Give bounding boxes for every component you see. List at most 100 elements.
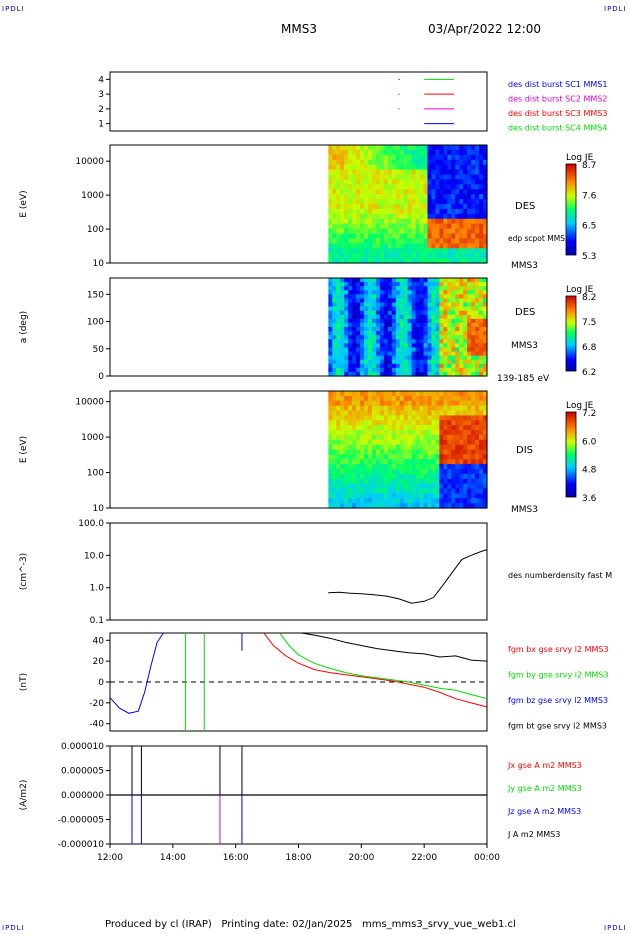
des-pitch-cell [427,355,433,361]
des-energy-cell [375,204,381,210]
des-pitch-cell [439,343,444,349]
des-energy-cell [455,258,460,264]
des-energy-cell [368,228,373,235]
dis-energy-cell [383,483,389,490]
des-pitch-cell [427,286,433,291]
des-pitch-cell [368,294,373,300]
des-energy-cell [391,159,397,166]
dis-energy-cell [447,459,452,465]
des-pitch-cell [431,294,437,300]
des-pitch-cell [443,298,448,304]
dis-energy-cell [332,439,337,446]
des-pitch-cell [403,359,409,365]
des-pitch-cell [463,327,468,332]
des-pitch-cell [439,314,444,320]
des-energy-cell [447,149,452,156]
des-pitch-cell [475,371,480,377]
dis-energy-cell [348,449,353,455]
des-energy-cell [383,258,389,264]
des-energy-cell [360,228,365,235]
dis-energy-cell [403,488,409,494]
des-energy-cell [435,238,441,244]
des-pitch-cell [479,367,484,373]
dis-energy-cell [344,400,349,407]
des-energy-cell [431,204,437,210]
dis-energy-cell [479,488,484,494]
des-pitch-cell [352,355,357,361]
des-energy-cell [423,169,429,176]
dis-energy-cell [379,469,385,475]
des-energy-cell [344,179,349,185]
des-pitch-cell [427,351,433,357]
des-pitch-cell [332,347,337,353]
dis-energy-cell [451,488,456,494]
dis-energy-cell [447,454,452,460]
dis-energy-cell [395,469,401,475]
des-energy-cell [344,233,349,240]
dis-energy-cell [356,400,361,407]
des-pitch-cell [463,367,468,373]
dis-energy-cell [352,469,357,475]
des-energy-cell [344,248,349,254]
des-pitch-cell [483,359,488,365]
dis-energy-cell [479,493,484,499]
des-energy-cell [439,149,444,156]
des-pitch-cell [483,290,488,295]
des-pitch-cell [411,339,417,344]
dis-energy-cell [459,430,464,436]
des-energy-cell [379,233,385,240]
des-energy-cell [415,169,421,176]
des-energy-cell [328,243,333,249]
burst-dot [398,108,400,110]
dis-energy-cell [371,405,377,412]
des-energy-cell [344,223,349,230]
des-pitch-cell [352,306,357,312]
des-pitch-cell [471,363,476,369]
dis-energy-cell [344,405,349,412]
des-pitch-cell [451,367,456,373]
des-pitch-cell [348,331,353,336]
dis-energy-cell [356,444,361,451]
des-pitch-cell [336,294,341,300]
dis-energy-cell [427,483,433,490]
dis-energy-cell [387,459,393,465]
dis-energy-cell [391,464,397,470]
des-energy-cell [471,223,476,230]
des-energy-cell [431,194,437,200]
dis-energy-cell [467,391,472,397]
dis-energy-cell [463,449,468,455]
dis-energy-cell [435,478,441,485]
dis-energy-cell [368,395,373,402]
des-energy-cell [419,238,425,244]
dis-energy-cell [463,459,468,465]
des-pitch-cell [463,314,468,320]
dis-energy-cell [379,391,385,397]
des-pitch-cell [383,355,389,361]
dis-energy-cell [423,400,429,407]
des-pitch-cell [356,310,361,316]
des-pitch-cell [332,359,337,365]
des-pitch-cell [455,363,460,369]
dis-energy-cell [435,439,441,446]
des-energy-cell [415,174,421,181]
des-energy-cell [471,228,476,235]
des-energy-cell [360,194,365,200]
des-pitch-cell [348,322,353,328]
dis-energy-cell [435,420,441,426]
des-pitch-cell [375,294,381,300]
des-energy-cell [415,159,421,166]
des-pitch-cell [475,327,480,332]
dis-energy-cell [419,503,425,509]
dis-energy-cell [360,391,365,397]
des-energy-cell [435,199,441,205]
des-energy-cell [352,194,357,200]
dis-energy-cell [479,434,484,441]
des-pitch-cell [395,318,401,324]
des-pitch-cell [344,318,349,324]
dis-energy-cell [364,483,369,490]
des-energy-cell [451,199,456,205]
dis-energy-cell [360,478,365,485]
des-energy-cell [403,233,409,240]
des-energy-cell [336,208,341,215]
des-pitch-cell [427,322,433,328]
